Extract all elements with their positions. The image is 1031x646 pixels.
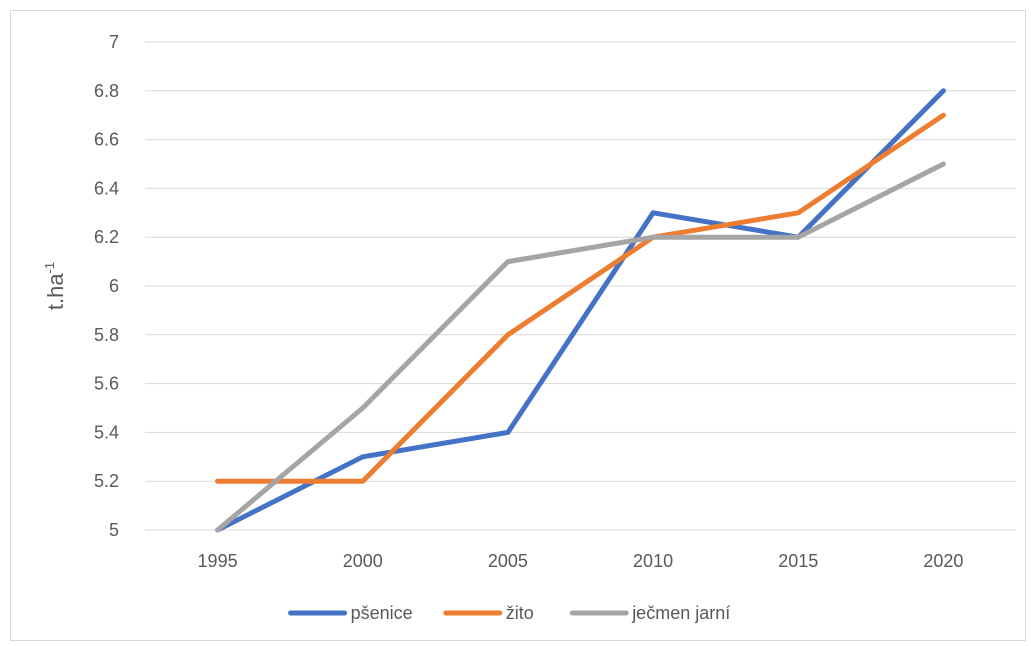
y-axis-title-main: t.ha [43,273,68,310]
y-axis-title-superscript: -1 [42,262,57,274]
legend-item: žito [443,603,534,623]
y-tick-label: 5.6 [94,374,119,394]
x-tick-label: 1995 [198,551,238,571]
legend-item: ječmen jarní [569,603,730,623]
y-tick-label: 5.4 [94,422,119,442]
legend-label: ječmen jarní [631,603,730,623]
series-line-2 [215,161,946,533]
y-tick-label: 6.2 [94,227,119,247]
line-chart: 5 5.2 5.4 5.6 5.8 6 6.2 6.4 6.6 6.8 7 1995 2000 2005… [42,32,1016,623]
y-tick-label: 5.2 [94,471,119,491]
x-tick-label: 2015 [778,551,818,571]
series-lines [215,88,946,533]
series-line-0 [215,88,946,533]
series-line-1 [215,112,946,484]
y-axis-ticks: 5 5.2 5.4 5.6 5.8 6 6.2 6.4 6.6 6.8 7 [94,32,119,540]
x-tick-label: 2000 [343,551,383,571]
y-tick-label: 6.4 [94,178,119,198]
y-tick-label: 6.8 [94,81,119,101]
y-tick-label: 6.6 [94,130,119,150]
legend: pšenice žito ječmen jarní [288,603,730,623]
y-tick-label: 5.8 [94,325,119,345]
legend-label: žito [506,603,534,623]
x-tick-label: 2005 [488,551,528,571]
x-tick-label: 2020 [923,551,963,571]
legend-item: pšenice [288,603,413,623]
y-tick-label: 7 [109,32,119,52]
x-axis-ticks: 1995 2000 2005 2010 2015 2020 [198,551,964,571]
y-tick-label: 6 [109,276,119,296]
legend-label: pšenice [351,603,413,623]
x-tick-label: 2010 [633,551,673,571]
y-axis-title: t.ha-1 [42,262,68,310]
y-tick-label: 5 [109,520,119,540]
chart-frame: 5 5.2 5.4 5.6 5.8 6 6.2 6.4 6.6 6.8 7 1995 2000 2005… [10,10,1026,641]
